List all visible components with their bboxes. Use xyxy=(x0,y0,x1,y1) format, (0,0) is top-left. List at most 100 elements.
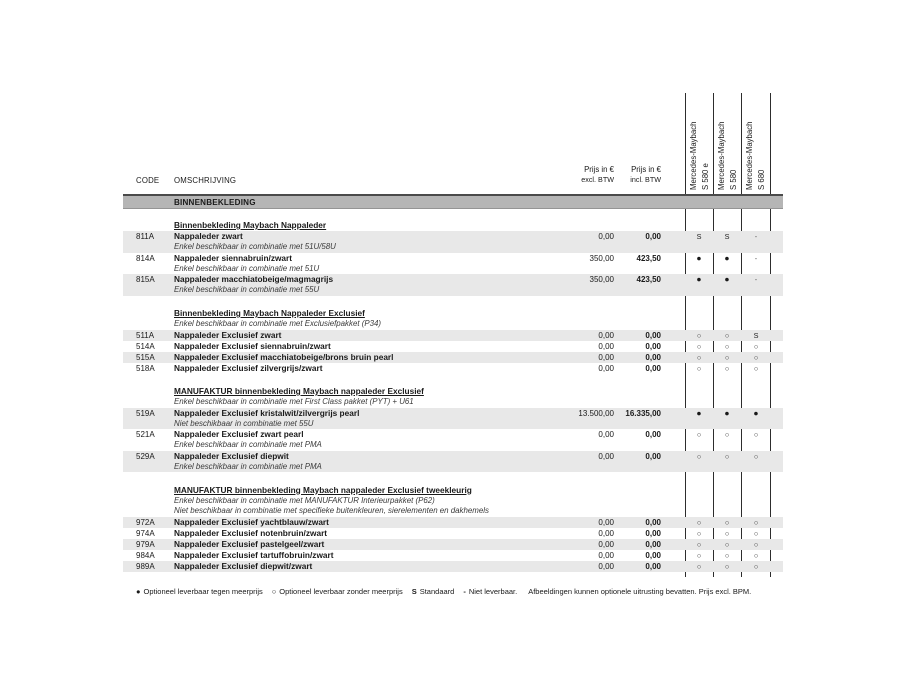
price-incl-btw: 0,00 xyxy=(645,517,661,527)
option-name: Nappaleder Exclusief diepwit xyxy=(174,450,289,461)
table-row-main-line: 811A Nappaleder zwart 0,00 0,00 S S - xyxy=(123,231,783,242)
table-row-main-line: 972A Nappaleder Exclusief yachtblauw/zwar… xyxy=(123,517,783,528)
option-name: Nappaleder Exclusief tartuffobruin/zwart xyxy=(174,549,334,560)
option-name: Nappaleder Exclusief zilvergrijs/zwart xyxy=(174,362,323,373)
availability-cell-model-2: ○ xyxy=(753,363,759,373)
availability-cell-model-0: ○ xyxy=(696,330,702,340)
price-excl-btw: 0,00 xyxy=(598,352,614,362)
availability-cell-model-1: ○ xyxy=(724,363,730,373)
availability-cell-model-0: ○ xyxy=(696,550,702,560)
availability-cell-model-1: ● xyxy=(724,252,730,263)
availability-cell-model-1: ○ xyxy=(724,341,730,351)
option-name: Nappaleder Exclusief notenbruin/zwart xyxy=(174,527,328,538)
legend-trailing-text: Afbeeldingen kunnen optionele uitrusting… xyxy=(528,587,752,596)
price-excl-btw: 0,00 xyxy=(598,341,614,351)
availability-cell-model-2: ○ xyxy=(753,517,759,527)
model-brand: Mercedes-Maybach xyxy=(717,121,726,190)
availability-cell-model-0: S xyxy=(696,232,702,241)
column-header-price-incl-btw: Prijs in € incl. BTW xyxy=(630,165,661,184)
option-code: 815A xyxy=(136,275,155,284)
price-incl-btw: 0,00 xyxy=(645,561,661,571)
option-name: Nappaleder Exclusief kristalwit/zilvergr… xyxy=(174,407,360,418)
model-name: S 580 e xyxy=(700,163,710,190)
table-row-main-line: 974A Nappaleder Exclusief notenbruin/zwar… xyxy=(123,528,783,539)
option-code: 529A xyxy=(136,451,155,461)
price-excl-btw: 0,00 xyxy=(598,363,614,373)
availability-cell-model-2: ○ xyxy=(753,451,759,461)
option-code: 511A xyxy=(136,330,155,340)
price-excl-btw: 0,00 xyxy=(598,517,614,527)
table-row: 511A Nappaleder Exclusief zwart 0,00 0,00 ○ ○… xyxy=(123,329,783,341)
legend-label: Niet leverbaar. xyxy=(468,587,518,596)
section-header-label: BINNENBEKLEDING xyxy=(174,198,256,207)
availability-cell-model-0: ○ xyxy=(696,352,702,362)
legend-label: Standaard xyxy=(419,587,455,596)
availability-cell-model-1: ○ xyxy=(724,539,730,549)
option-code: 979A xyxy=(136,539,155,549)
price-incl-btw: 0,00 xyxy=(645,451,661,461)
price-incl-btw: 423,50 xyxy=(636,253,661,263)
availability-cell-model-0: ○ xyxy=(696,561,702,571)
option-code: 521A xyxy=(136,430,155,439)
availability-cell-model-0: ○ xyxy=(696,341,702,351)
option-code: 515A xyxy=(136,352,155,362)
price-incl-btw: 0,00 xyxy=(645,430,661,439)
table-body: Binnenbekleding Maybach Nappaleder 811A Na… xyxy=(123,209,783,572)
option-code: 984A xyxy=(136,550,155,560)
availability-cell-model-1: ○ xyxy=(724,430,730,439)
option-name: Nappaleder Exclusief siennabruin/zwart xyxy=(174,340,331,351)
availability-cell-model-2: - xyxy=(754,232,758,241)
subsection-note: Enkel beschikbaar in combinatie met MANU… xyxy=(174,495,435,505)
table-row-main-line: 815A Nappaleder macchiatobeige/magmagrijs… xyxy=(123,274,783,285)
table-row: 814A Nappaleder siennabruin/zwart 350,00 42… xyxy=(123,253,783,275)
table-row-main-line: 529A Nappaleder Exclusief diepwit 0,00 0,00… xyxy=(123,451,783,462)
table-row-main-line: 984A Nappaleder Exclusief tartuffobruin/z… xyxy=(123,550,783,561)
subsection-title: MANUFAKTUR binnenbekleding Maybach nappa… xyxy=(174,386,424,396)
model-column-header-s580e: Mercedes-Maybach S 580 e xyxy=(688,86,714,190)
availability-cell-model-0: ○ xyxy=(696,517,702,527)
option-code: 814A xyxy=(136,253,155,263)
table-row: 515A Nappaleder Exclusief macchiatobeige/… xyxy=(123,351,783,363)
legend-item-standard: S Standaard xyxy=(412,587,455,597)
option-code: 972A xyxy=(136,517,155,527)
price-excl-btw: 0,00 xyxy=(598,561,614,571)
availability-cell-model-2: ○ xyxy=(753,561,759,571)
table-row-main-line: 989A Nappaleder Exclusief diepwit/zwart 0,… xyxy=(123,561,783,572)
availability-cell-model-1: ● xyxy=(724,274,730,284)
option-name: Nappaleder Exclusief macchiatobeige/bron… xyxy=(174,351,394,362)
price-incl-btw: 0,00 xyxy=(645,528,661,538)
option-name: Nappaleder Exclusief zwart pearl xyxy=(174,429,304,439)
option-note: Enkel beschikbaar in combinatie met 51U/… xyxy=(174,242,336,251)
legend-item-not-available: - Niet leverbaar. xyxy=(463,587,517,597)
table-row-main-line: 511A Nappaleder Exclusief zwart 0,00 0,00 ○ ○… xyxy=(123,330,783,341)
option-code: 989A xyxy=(136,561,155,571)
legend-item-optional-extra-cost: ● Optioneel leverbaar tegen meerprijs xyxy=(136,587,263,597)
table-row: 979A Nappaleder Exclusief pastelgeel/zwar… xyxy=(123,538,783,550)
table-row: 518A Nappaleder Exclusief zilvergrijs/zwa… xyxy=(123,363,783,374)
availability-cell-model-1: ○ xyxy=(724,528,730,538)
price-excl-btw: 0,00 xyxy=(598,451,614,461)
table-row: 521A Nappaleder Exclusief zwart pearl 0,00… xyxy=(123,429,783,451)
availability-cell-model-2: ○ xyxy=(753,430,759,439)
price-excl-btw: 13.500,00 xyxy=(578,408,614,418)
table-row: 514A Nappaleder Exclusief siennabruin/zwa… xyxy=(123,341,783,352)
availability-cell-model-1: ○ xyxy=(724,451,730,461)
availability-cell-model-2: - xyxy=(754,253,758,263)
option-code: 514A xyxy=(136,341,155,351)
filled-dot-icon: ● xyxy=(136,587,141,596)
legend-item-optional-no-cost: ○ Optioneel leverbaar zonder meerprijs xyxy=(272,587,403,597)
option-name: Nappaleder zwart xyxy=(174,231,243,241)
availability-cell-model-2: ○ xyxy=(753,539,759,549)
option-note: Enkel beschikbaar in combinatie met PMA xyxy=(174,461,322,471)
price-incl-btw: 423,50 xyxy=(636,275,661,284)
table-row: 974A Nappaleder Exclusief notenbruin/zwar… xyxy=(123,528,783,539)
availability-cell-model-1: ○ xyxy=(724,561,730,571)
table-row-main-line: 515A Nappaleder Exclusief macchiatobeige/… xyxy=(123,352,783,363)
table-row: 811A Nappaleder zwart 0,00 0,00 S S - Enkel bes… xyxy=(123,231,783,253)
table-row: 519A Nappaleder Exclusief kristalwit/zilv… xyxy=(123,407,783,429)
table-row: 529A Nappaleder Exclusief diepwit 0,00 0,00… xyxy=(123,450,783,472)
availability-cell-model-2: ○ xyxy=(753,528,759,538)
table-row: 972A Nappaleder Exclusief yachtblauw/zwar… xyxy=(123,516,783,528)
availability-cell-model-1: ○ xyxy=(724,517,730,527)
availability-cell-model-2: ● xyxy=(753,407,759,418)
